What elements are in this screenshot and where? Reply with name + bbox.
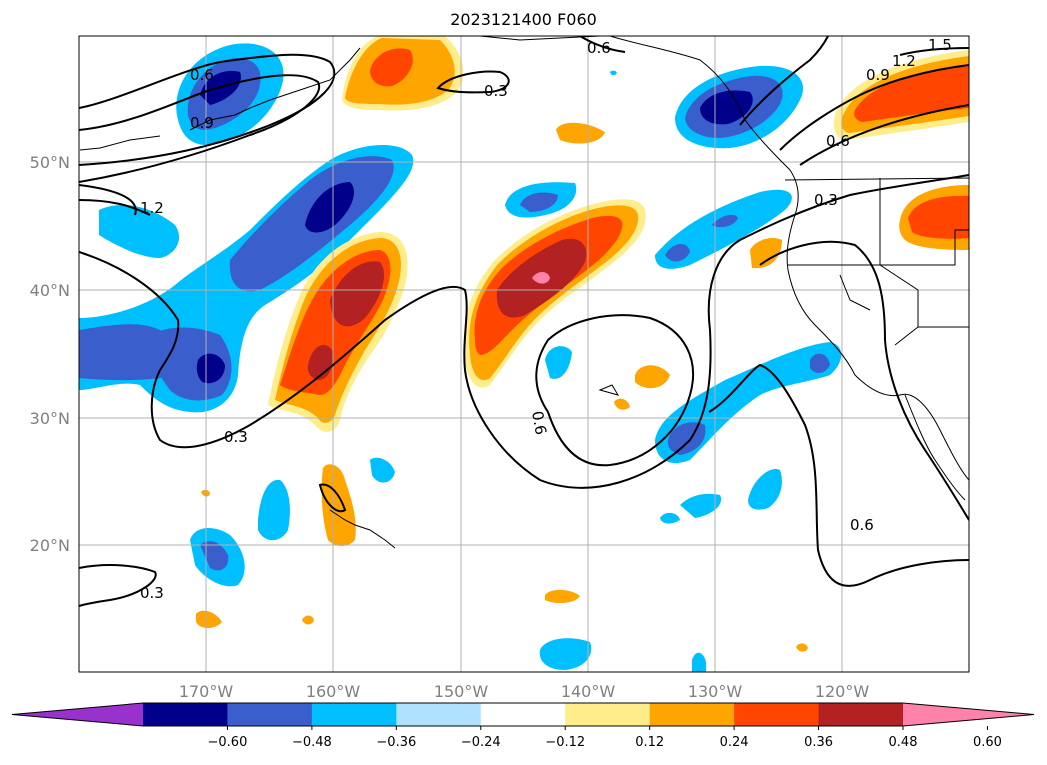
negative-anomaly-region bbox=[545, 346, 572, 379]
contour-label: 0.6 bbox=[850, 516, 874, 534]
colorbar-segment bbox=[143, 703, 228, 726]
colorbar-outline bbox=[11, 702, 1035, 727]
colorbar-segment bbox=[396, 703, 482, 726]
negative-anomaly-region bbox=[655, 342, 842, 464]
contour-label: 0.6 bbox=[587, 39, 611, 57]
colorbar-tick-label: −0.12 bbox=[545, 735, 585, 750]
lon-label: 120°W bbox=[815, 682, 870, 701]
colorbar-segment bbox=[227, 703, 313, 726]
colorbar-segment bbox=[480, 703, 566, 726]
contour-label: 0.3 bbox=[224, 428, 248, 446]
colorbar-tick-label: 0.48 bbox=[889, 735, 918, 750]
latitude-labels: 50°N 40°N 30°N 20°N bbox=[30, 153, 70, 555]
contour-label: 0.6 bbox=[190, 66, 214, 84]
colorbar-segment bbox=[565, 703, 651, 726]
map-frame bbox=[78, 35, 970, 673]
positive-anomaly-region bbox=[750, 238, 782, 269]
longitude-labels: 170°W 160°W 150°W 140°W 130°W 120°W bbox=[179, 682, 870, 701]
lon-label: 140°W bbox=[561, 682, 616, 701]
colorbar-tick-label: −0.24 bbox=[461, 735, 501, 750]
contour-label: 1.2 bbox=[892, 52, 916, 70]
colorbar-segment bbox=[12, 703, 143, 726]
contour-labels: 0.6 0.9 1.2 0.3 0.6 0.9 1.2 1.5 0.6 0.3 … bbox=[140, 36, 952, 602]
positive-anomaly-region bbox=[833, 50, 969, 250]
colorbar-segment bbox=[903, 703, 1034, 726]
colorbar-segment bbox=[311, 703, 397, 726]
contour-label: 0.9 bbox=[190, 114, 214, 132]
lat-label: 40°N bbox=[30, 281, 70, 300]
colorbar-tick-label: −0.60 bbox=[208, 735, 248, 750]
map-title: 2023121400 F060 bbox=[450, 10, 597, 29]
contour-label: 0.3 bbox=[814, 191, 838, 209]
negative-anomaly-region bbox=[675, 65, 804, 149]
positive-anomaly-region bbox=[268, 232, 408, 432]
lon-label: 150°W bbox=[434, 682, 489, 701]
positive-anomaly-region bbox=[321, 464, 356, 546]
lat-label: 20°N bbox=[30, 536, 70, 555]
negative-anomaly-region bbox=[258, 479, 290, 541]
colorbar-tick-label: −0.36 bbox=[376, 735, 416, 750]
lat-label: 30°N bbox=[30, 409, 70, 428]
negative-anomaly-region bbox=[655, 189, 792, 269]
negative-anomaly-region bbox=[370, 457, 395, 483]
colorbar-tick-label: 0.12 bbox=[635, 735, 664, 750]
colorbar-segment bbox=[818, 703, 904, 726]
lon-label: 160°W bbox=[306, 682, 361, 701]
colorbar-segment bbox=[734, 703, 820, 726]
colorbar-tick-label: 0.24 bbox=[720, 735, 749, 750]
colorbar-segment bbox=[649, 703, 735, 726]
negative-anomaly-region bbox=[520, 192, 558, 212]
negative-anomaly-region bbox=[79, 144, 414, 413]
positive-anomaly-region bbox=[463, 199, 646, 388]
contour-label: 0.6 bbox=[826, 132, 850, 150]
positive-anomaly-region bbox=[342, 36, 464, 111]
contour-label: 0.3 bbox=[484, 82, 508, 100]
colorbar: −0.60 −0.48 −0.36 −0.24 −0.12 0.12 0.24 0.36 0.4… bbox=[11, 702, 1035, 750]
colorbar-tick-label: 0.60 bbox=[973, 735, 1002, 750]
lon-label: 170°W bbox=[179, 682, 234, 701]
colorbar-tick-label: −0.48 bbox=[292, 735, 332, 750]
positive-anomaly-region bbox=[635, 365, 670, 389]
contour-label: 0.6 bbox=[528, 410, 550, 437]
contour-label: 1.2 bbox=[140, 199, 164, 217]
colorbar-tick-label: 0.36 bbox=[804, 735, 833, 750]
lat-label: 50°N bbox=[30, 153, 70, 172]
contour-lines bbox=[79, 36, 969, 607]
contour-label: 0.3 bbox=[140, 584, 164, 602]
lon-label: 130°W bbox=[688, 682, 743, 701]
negative-anomaly-region bbox=[539, 638, 592, 670]
contour-label: 1.5 bbox=[928, 36, 952, 54]
contour-label: 0.9 bbox=[866, 66, 890, 84]
coastlines bbox=[79, 36, 969, 549]
positive-anomaly-region bbox=[556, 122, 605, 144]
shaded-field bbox=[79, 36, 969, 672]
